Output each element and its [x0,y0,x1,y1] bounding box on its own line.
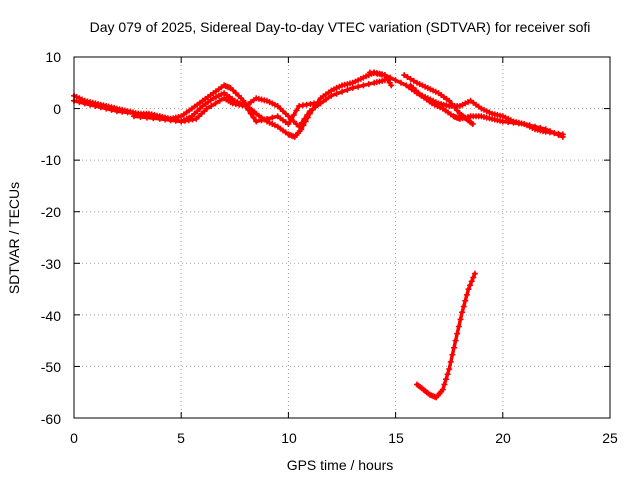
y-axis-label: SDTVAR / TECUs [6,182,22,294]
plot-frame [73,56,611,419]
y-tick-label: -20 [41,204,61,220]
x-tick-label: 15 [388,430,404,446]
y-tick-label: -60 [41,411,61,427]
x-tick-label: 10 [281,430,297,446]
x-axis-label: GPS time / hours [287,457,394,473]
y-tick-label: 10 [45,49,61,65]
y-tick-label: -40 [41,308,61,324]
axis-ticks [73,56,611,419]
gridlines [74,57,610,418]
data-series [71,69,566,401]
x-tick-label: 25 [602,430,618,446]
data-point-markers [131,95,318,127]
data-point-markers [414,270,478,401]
x-tick-label: 0 [70,430,78,446]
data-point-markers [407,82,566,140]
series-sdtvar-track-f [407,82,566,140]
y-tick-label: 0 [53,101,61,117]
chart-title: Day 079 of 2025, Sidereal Day-to-day VTE… [90,19,591,35]
series-line [132,96,316,126]
y-tick-label: -50 [41,359,61,375]
x-tick-label: 20 [495,430,511,446]
y-tick-labels: 10 0 -10 -20 -30 -40 -50 -60 [41,49,61,427]
x-tick-labels: 0 5 10 15 20 25 [70,430,618,446]
y-tick-label: -30 [41,256,61,272]
series-sdtvar-track-c [131,95,318,127]
y-tick-label: -10 [41,152,61,168]
series-sdtvar-track-g [414,270,478,401]
x-tick-label: 5 [177,430,185,446]
